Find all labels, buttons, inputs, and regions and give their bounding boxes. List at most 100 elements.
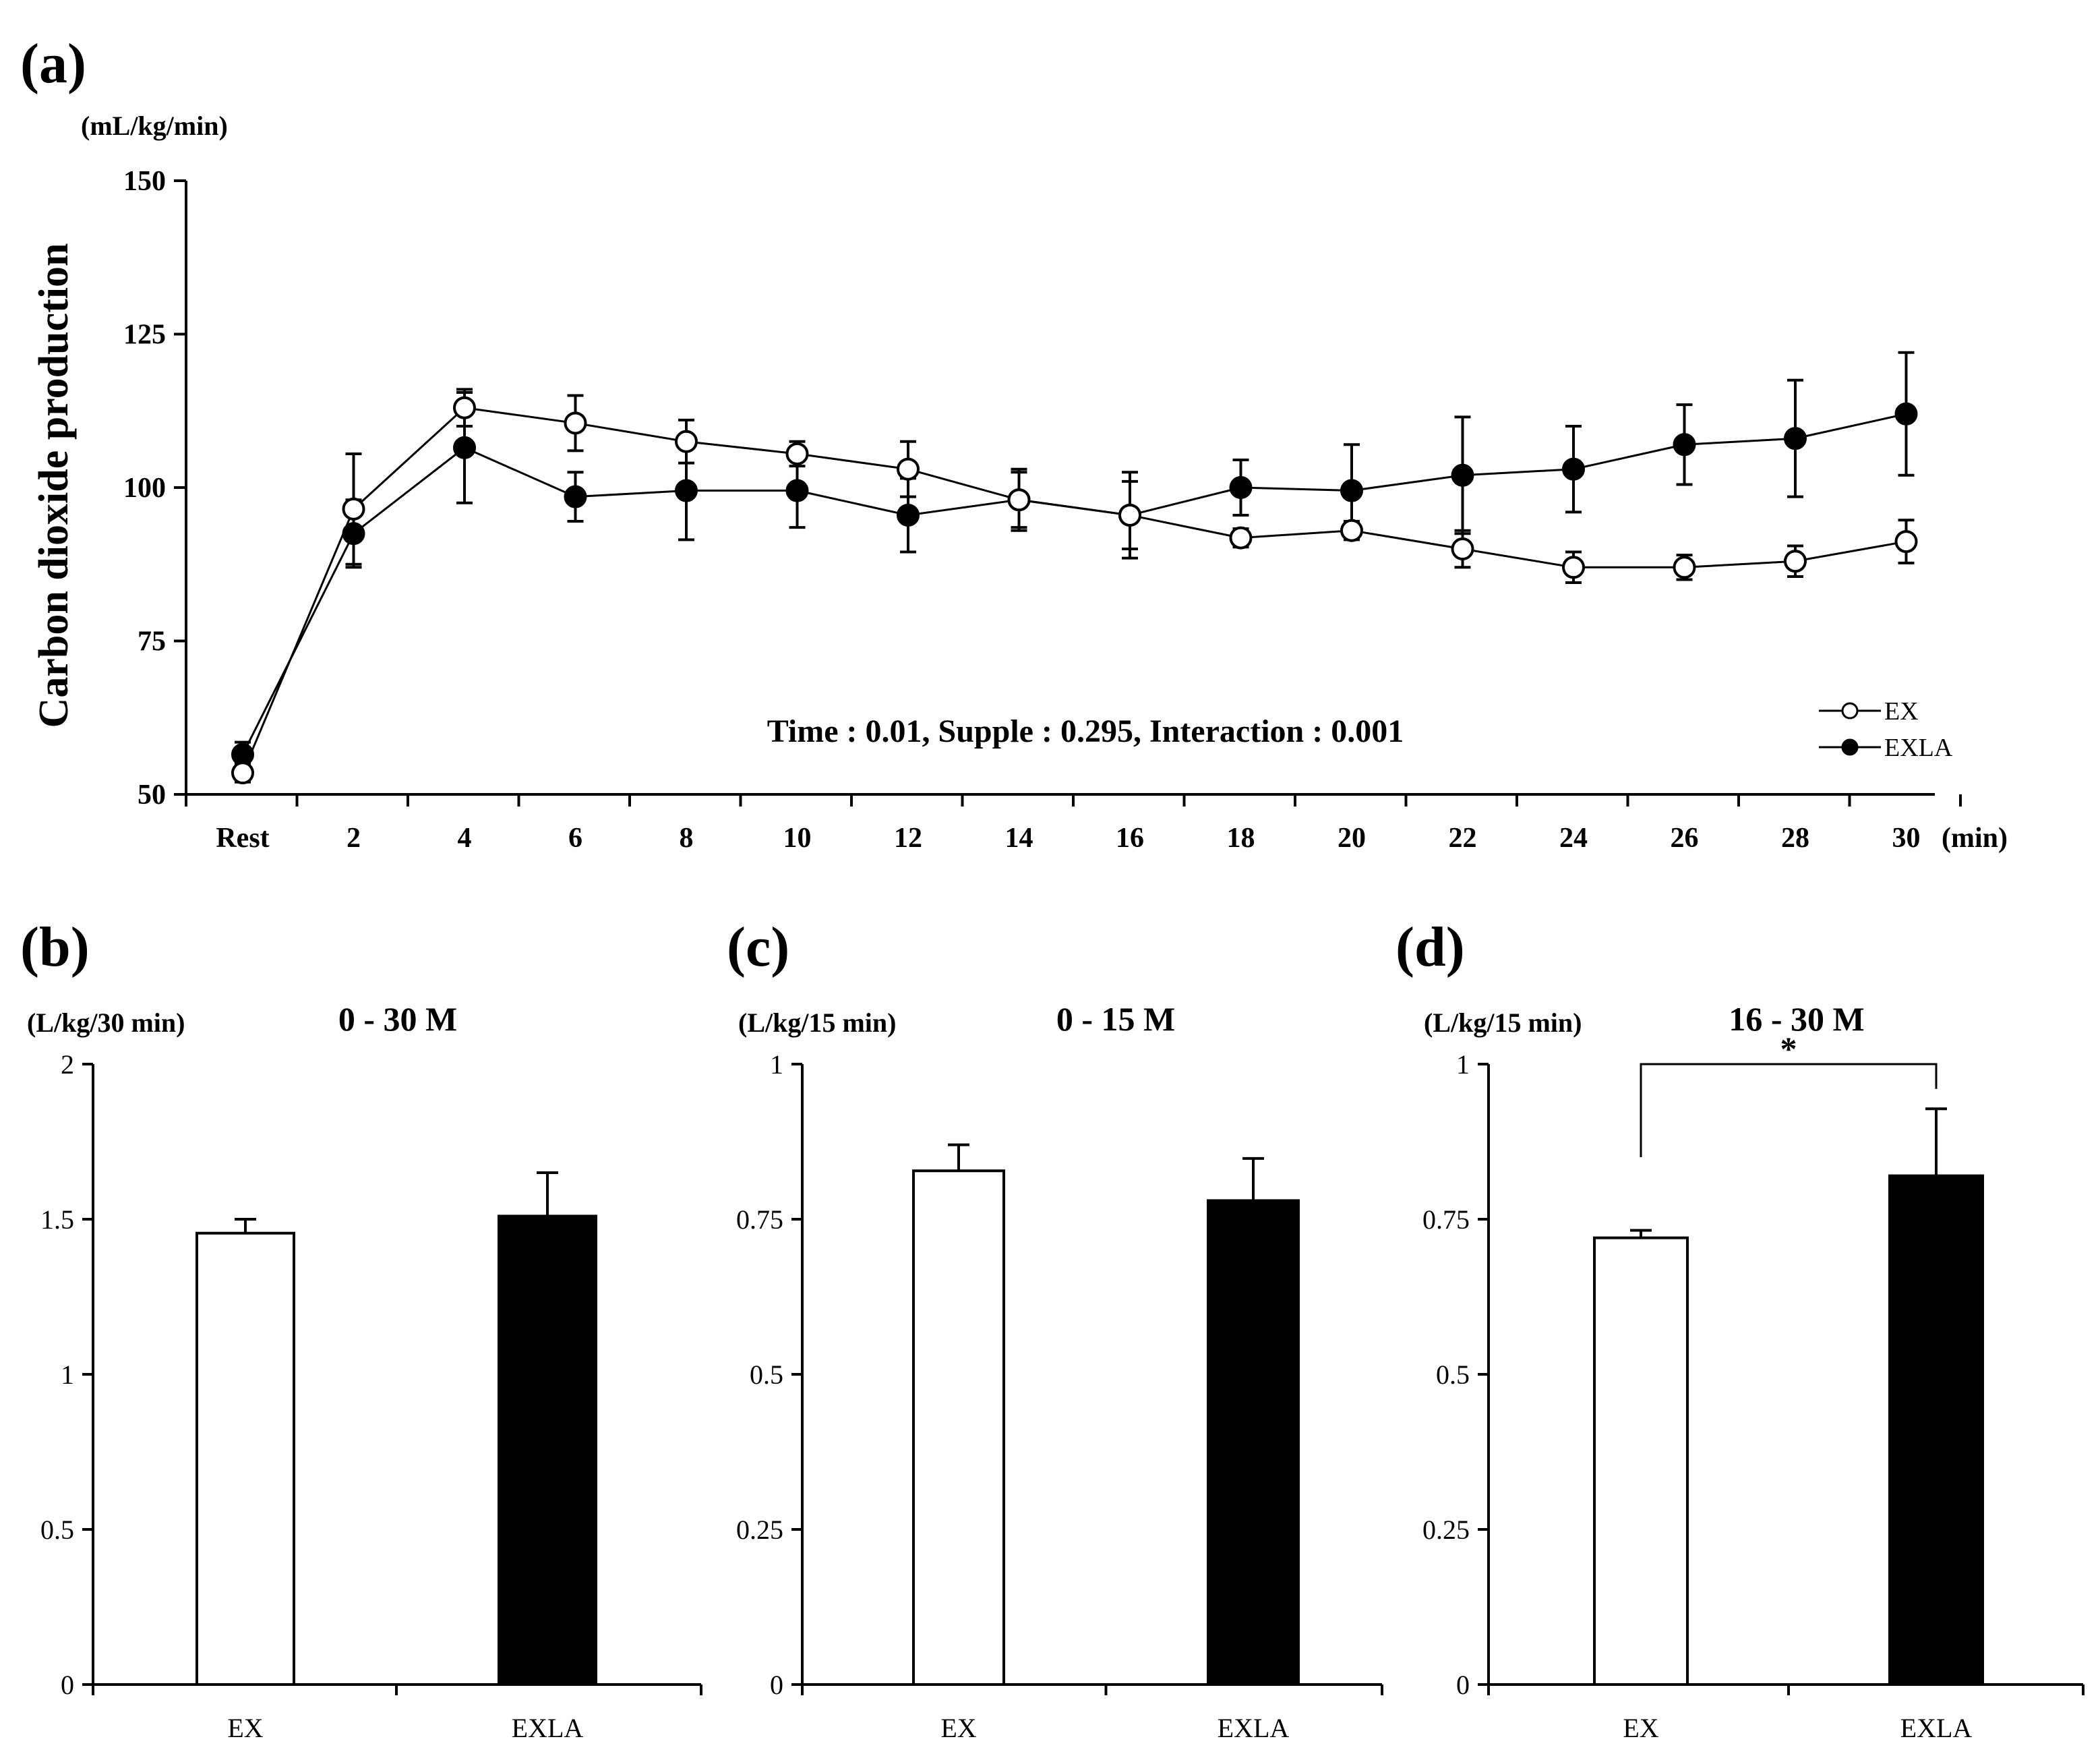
y-tick-label: 150	[123, 166, 166, 197]
x-tick-label: 14	[1005, 823, 1033, 854]
panel-d-bars: EX EXLA	[1593, 1107, 1984, 1743]
y-tick-label: 2	[61, 1049, 74, 1080]
bar-group-exla: EXLA	[1888, 1107, 1984, 1743]
data-point-ex	[1673, 556, 1696, 579]
x-tick-label: 4	[458, 823, 472, 854]
panel-a-y-ticks: 50 75 100 125 150	[123, 166, 186, 811]
panel-b: (b) (L/kg/30 min) 0 - 30 M 00.511.52 EX E…	[20, 916, 702, 1743]
legend-ex-marker	[1841, 702, 1859, 720]
panel-a-label: (a)	[20, 32, 86, 95]
y-tick-label: 0.5	[40, 1515, 74, 1545]
category-label: EXLA	[1218, 1713, 1290, 1743]
x-tick-label: 16	[1116, 823, 1144, 854]
data-point-exla	[1784, 427, 1807, 450]
data-point-ex	[453, 396, 476, 419]
panel-c-title: 0 - 15 M	[1056, 1000, 1175, 1038]
y-tick-label: 75	[138, 626, 166, 657]
panel-a-series	[231, 351, 1918, 785]
panel-d-label: (d)	[1396, 916, 1465, 978]
data-point-ex	[564, 411, 587, 435]
bar-exla	[1207, 1199, 1300, 1686]
bar-group-exla: EXLA	[1207, 1157, 1300, 1743]
bar-exla	[1888, 1174, 1984, 1686]
x-tick-label: 20	[1338, 823, 1366, 854]
x-tick-label: 10	[783, 823, 812, 854]
x-tick-label: 6	[568, 823, 582, 854]
bar-ex	[1593, 1236, 1689, 1686]
data-point-ex	[1229, 526, 1253, 550]
significance-marker: *	[1780, 1030, 1797, 1067]
bar-ex	[912, 1169, 1005, 1686]
bar-exla	[498, 1214, 597, 1686]
panel-c-unit: (L/kg/15 min)	[738, 1007, 896, 1038]
data-point-exla	[897, 503, 920, 527]
y-tick-label: 50	[138, 780, 166, 811]
data-point-ex	[785, 442, 809, 465]
y-tick-label: 0.25	[736, 1515, 783, 1545]
y-tick-label: 0	[770, 1670, 783, 1700]
series-ex	[231, 388, 1918, 785]
panel-d-title: 16 - 30 M	[1729, 1000, 1864, 1038]
data-point-ex	[1007, 488, 1031, 512]
data-point-ex	[1451, 537, 1474, 560]
panel-b-label: (b)	[20, 916, 90, 978]
y-tick-label: 0.5	[750, 1359, 783, 1390]
data-point-exla	[675, 479, 698, 502]
panel-a-stats-annotation: Time : 0.01, Supple : 0.295, Interaction…	[767, 713, 1404, 749]
y-tick-label: 1	[770, 1049, 783, 1080]
data-point-exla	[1673, 433, 1696, 457]
x-tick-label: 18	[1227, 823, 1255, 854]
y-tick-label: 0	[1456, 1670, 1470, 1700]
panel-b-bars: EX EXLA	[196, 1171, 597, 1743]
y-tick-label: 100	[123, 473, 166, 504]
panel-d-unit: (L/kg/15 min)	[1424, 1007, 1582, 1038]
x-tick-label: 2	[347, 823, 361, 854]
y-tick-label: 0	[61, 1670, 74, 1700]
y-tick-label: 1.5	[40, 1204, 74, 1235]
panel-d-significance: *	[1640, 1030, 1938, 1157]
data-point-exla	[785, 479, 809, 502]
data-point-exla	[1340, 479, 1363, 502]
x-tick-label: 30	[1892, 823, 1921, 854]
data-point-ex	[1340, 519, 1363, 542]
panel-a: (a) (mL/kg/min) Carbon dioxide productio…	[20, 32, 2008, 854]
data-point-ex	[1894, 530, 1918, 554]
panel-a-x-unit: (min)	[1942, 823, 2008, 854]
data-point-exla	[1894, 402, 1918, 426]
panel-a-unit: (mL/kg/min)	[81, 111, 228, 141]
panel-a-legend: EX EXLA	[1819, 697, 1953, 762]
data-point-exla	[1451, 463, 1474, 487]
series-line-ex	[241, 407, 1907, 773]
category-label: EX	[940, 1713, 976, 1743]
category-label: EXLA	[1900, 1713, 1973, 1743]
data-point-ex	[675, 430, 698, 453]
y-tick-label: 0.25	[1422, 1515, 1470, 1545]
panel-a-ylabel: Carbon dioxide production	[31, 243, 77, 728]
legend-exla-label: EXLA	[1884, 734, 1953, 762]
panel-a-x-ticks: Rest 2 4 6 8 10 12 14 16 18 20 22 24 26 28 30	[185, 794, 1962, 854]
data-point-ex	[1562, 556, 1585, 579]
data-point-ex	[342, 497, 365, 521]
x-tick-label: Rest	[216, 823, 269, 854]
panel-c-y-ticks: 0 0.25 0.5 0.75 1	[736, 1049, 1383, 1700]
y-tick-label: 1	[1456, 1049, 1470, 1080]
category-label: EX	[227, 1713, 263, 1743]
panel-b-y-ticks: 0 0.5 1 1.5 2	[40, 1049, 702, 1700]
data-point-exla	[564, 485, 587, 508]
series-exla	[231, 351, 1918, 769]
panel-b-title: 0 - 30 M	[338, 1000, 457, 1038]
legend-exla-marker	[1841, 738, 1859, 756]
bar-group-ex: EX	[912, 1143, 1005, 1743]
x-tick-label: 22	[1449, 823, 1477, 854]
data-point-ex	[231, 761, 254, 785]
category-label: EX	[1623, 1713, 1658, 1743]
panel-c-label: (c)	[727, 916, 789, 978]
y-tick-label: 0.75	[1422, 1204, 1470, 1235]
panel-c: (c) (L/kg/15 min) 0 - 15 M 0 0.25 0.5 0.75 1…	[727, 916, 1383, 1743]
x-tick-label: 24	[1559, 823, 1588, 854]
x-tick-label: 12	[894, 823, 922, 854]
data-point-ex	[1784, 550, 1807, 573]
data-point-exla	[1229, 476, 1253, 499]
bar-group-ex: EX	[1593, 1229, 1689, 1743]
